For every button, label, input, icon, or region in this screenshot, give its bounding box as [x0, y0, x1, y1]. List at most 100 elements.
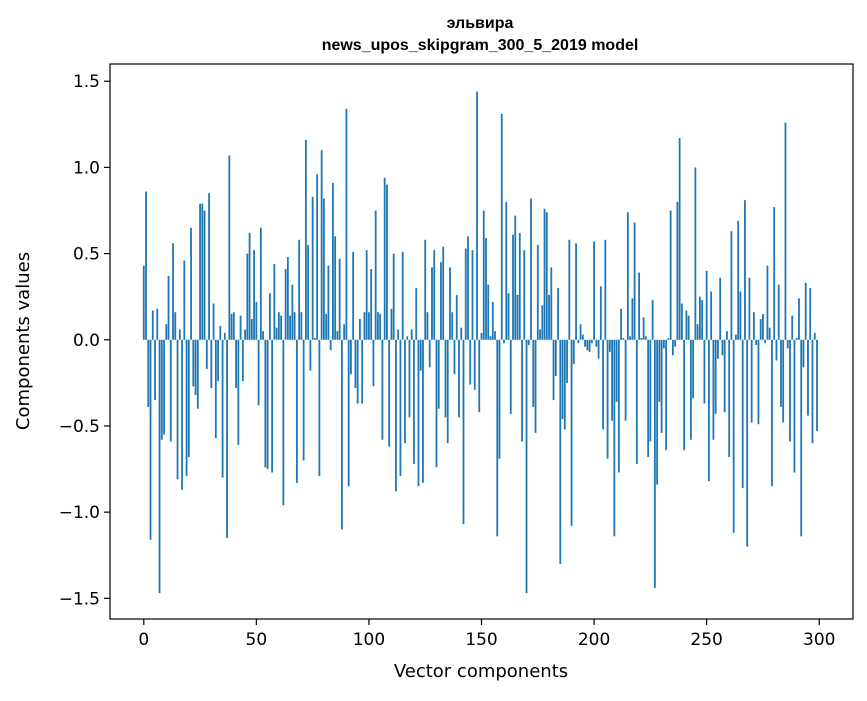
- bar-component-240: [683, 339, 686, 451]
- bar-component-183: [554, 339, 557, 376]
- bar-component-245: [694, 167, 697, 340]
- bar-component-0: [142, 265, 145, 340]
- bar-component-176: [539, 329, 541, 340]
- bar-component-239: [680, 303, 683, 340]
- bar-component-195: [581, 334, 584, 340]
- bar-component-178: [543, 208, 546, 340]
- bar-component-114: [399, 339, 402, 476]
- bar-component-177: [541, 305, 544, 340]
- bar-component-264: [737, 220, 740, 340]
- bar-component-189: [568, 239, 571, 340]
- bar-component-180: [548, 294, 550, 340]
- bar-component-279: [771, 339, 773, 487]
- bar-component-157: [496, 339, 499, 537]
- bar-component-272: [755, 339, 758, 345]
- bar-component-23: [194, 339, 197, 395]
- bar-component-139: [455, 294, 458, 340]
- bar-component-285: [784, 122, 787, 340]
- bar-component-233: [667, 338, 670, 340]
- bar-component-181: [550, 267, 553, 340]
- bar-component-66: [291, 284, 294, 340]
- bar-component-62: [282, 339, 285, 506]
- bar-component-78: [318, 339, 321, 476]
- bar-component-126: [426, 312, 429, 340]
- bar-component-229: [658, 339, 661, 402]
- bar-component-230: [660, 339, 663, 433]
- bar-component-76: [313, 338, 316, 340]
- bar-component-98: [363, 312, 366, 340]
- bar-component-20: [187, 339, 190, 457]
- bar-component-101: [370, 269, 373, 340]
- bar-component-14: [174, 312, 177, 340]
- bar-component-84: [332, 182, 334, 340]
- bar-component-243: [689, 339, 692, 440]
- bar-component-220: [638, 272, 641, 340]
- bar-component-281: [775, 339, 778, 361]
- bar-component-282: [777, 284, 780, 340]
- bar-component-107: [383, 177, 386, 340]
- bar-component-283: [780, 339, 782, 407]
- bar-component-10: [165, 324, 168, 340]
- bar-component-275: [762, 313, 764, 340]
- bar-component-232: [665, 339, 668, 451]
- chart-subtitle: news_upos_skipgram_300_5_2019 model: [322, 37, 639, 54]
- bar-component-261: [730, 231, 733, 340]
- bar-component-43: [239, 315, 242, 340]
- bar-component-251: [708, 339, 710, 482]
- bar-component-31: [212, 303, 215, 340]
- bar-component-15: [176, 339, 179, 480]
- bar-component-227: [653, 339, 656, 588]
- bar-component-219: [635, 339, 638, 464]
- bar-component-42: [237, 339, 240, 445]
- y-tick-label: −0.5: [59, 417, 100, 437]
- bar-component-105: [379, 313, 382, 340]
- bar-component-18: [183, 260, 186, 340]
- bar-component-253: [712, 339, 715, 440]
- bar-component-278: [768, 327, 771, 340]
- bar-component-135: [446, 339, 449, 444]
- bar-component-75: [311, 196, 314, 340]
- y-tick-label: 0.0: [73, 331, 100, 351]
- bar-component-117: [406, 336, 409, 340]
- bar-component-125: [424, 239, 427, 340]
- bar-component-216: [629, 336, 631, 340]
- bar-component-34: [219, 325, 222, 340]
- bar-component-113: [397, 329, 400, 340]
- plot-frame: [109, 63, 854, 620]
- bar-component-199: [590, 339, 593, 344]
- bar-component-276: [764, 339, 767, 344]
- bar-component-70: [300, 312, 303, 340]
- bar-component-121: [415, 288, 418, 340]
- bar-component-103: [374, 210, 377, 340]
- bar-component-111: [392, 253, 395, 340]
- bar-component-241: [685, 310, 688, 340]
- bar-component-147: [473, 339, 476, 390]
- bar-component-237: [676, 201, 679, 340]
- bar-component-159: [500, 113, 503, 340]
- bar-component-166: [516, 294, 519, 340]
- bar-component-3: [149, 339, 152, 540]
- bar-component-244: [692, 339, 695, 399]
- bar-component-286: [786, 339, 789, 349]
- bar-component-87: [338, 258, 341, 340]
- bar-component-271: [753, 312, 755, 340]
- bar-component-33: [217, 339, 219, 382]
- bar-component-238: [678, 138, 681, 340]
- bar-component-252: [710, 291, 713, 340]
- bar-component-110: [390, 308, 393, 340]
- bar-component-17: [181, 339, 183, 490]
- bar-component-274: [759, 319, 762, 340]
- bar-component-119: [410, 329, 413, 340]
- bar-component-203: [599, 286, 602, 340]
- bar-component-255: [717, 339, 719, 359]
- bar-component-132: [440, 262, 442, 340]
- bar-component-91: [347, 339, 350, 487]
- bar-component-225: [649, 339, 652, 442]
- bar-component-153: [487, 284, 490, 340]
- bar-component-182: [552, 339, 555, 401]
- bar-component-161: [505, 201, 508, 340]
- y-tick-label: −1.0: [59, 503, 100, 523]
- bar-component-69: [298, 239, 301, 340]
